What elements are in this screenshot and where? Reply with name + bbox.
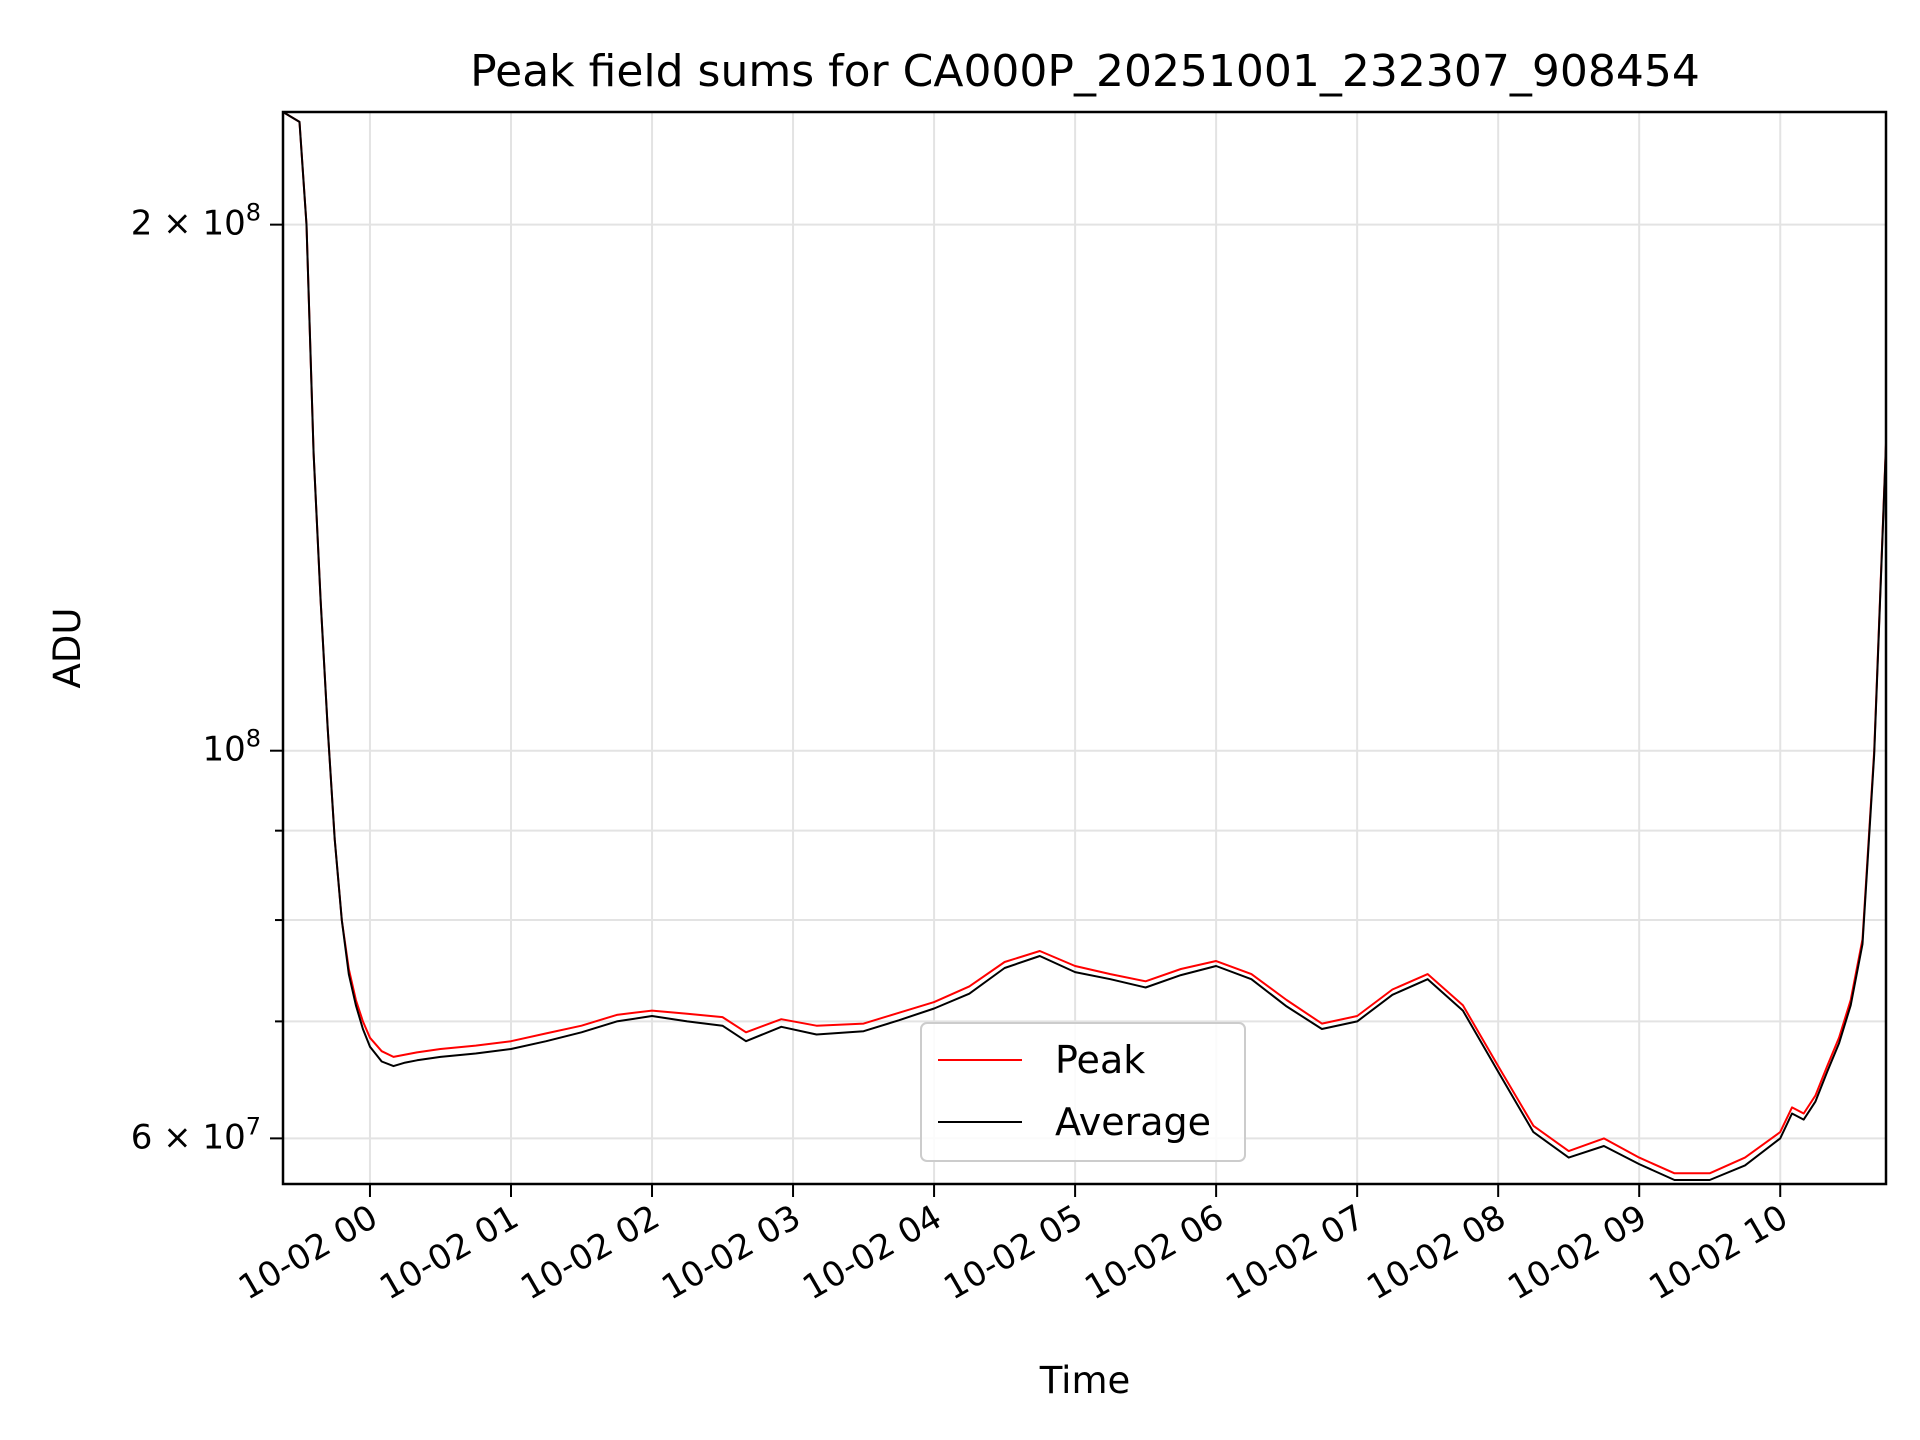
y-tick-label: 2 × 108 (131, 199, 261, 244)
x-tick-label: 10-02 04 (796, 1197, 948, 1308)
x-tick-label: 10-02 03 (655, 1197, 807, 1308)
plot-frame (281, 110, 1888, 1186)
x-tick-label: 10-02 07 (1219, 1197, 1371, 1308)
legend-label-average: Average (1055, 1100, 1211, 1144)
x-tick-label: 10-02 10 (1642, 1197, 1794, 1308)
x-tick-label: 10-02 02 (514, 1197, 666, 1308)
x-tick-label: 10-02 05 (937, 1197, 1089, 1308)
y-tick-label: 6 × 107 (131, 1112, 261, 1157)
data-series (282, 111, 1887, 1181)
legend: Peak Average (920, 1022, 1246, 1162)
x-tick-label: 10-02 08 (1360, 1197, 1512, 1308)
x-tick-label: 10-02 01 (373, 1197, 525, 1308)
y-axis-ticks: 2 × 108 108 6 × 107 (131, 199, 283, 1157)
series-line-average (282, 111, 1887, 1181)
legend-label-peak: Peak (1055, 1038, 1145, 1082)
x-tick-label: 10-02 09 (1501, 1197, 1653, 1308)
y-tick-label: 108 (202, 725, 261, 770)
x-tick-label: 10-02 06 (1078, 1197, 1230, 1308)
y-axis-label: ADU (46, 608, 89, 689)
chart-title: Peak field sums for CA000P_20251001_2323… (470, 46, 1700, 97)
x-axis-label: Time (1039, 1359, 1131, 1402)
series-line-peak (282, 111, 1887, 1175)
x-tick-label: 10-02 00 (232, 1197, 384, 1308)
legend-box (920, 1022, 1246, 1162)
